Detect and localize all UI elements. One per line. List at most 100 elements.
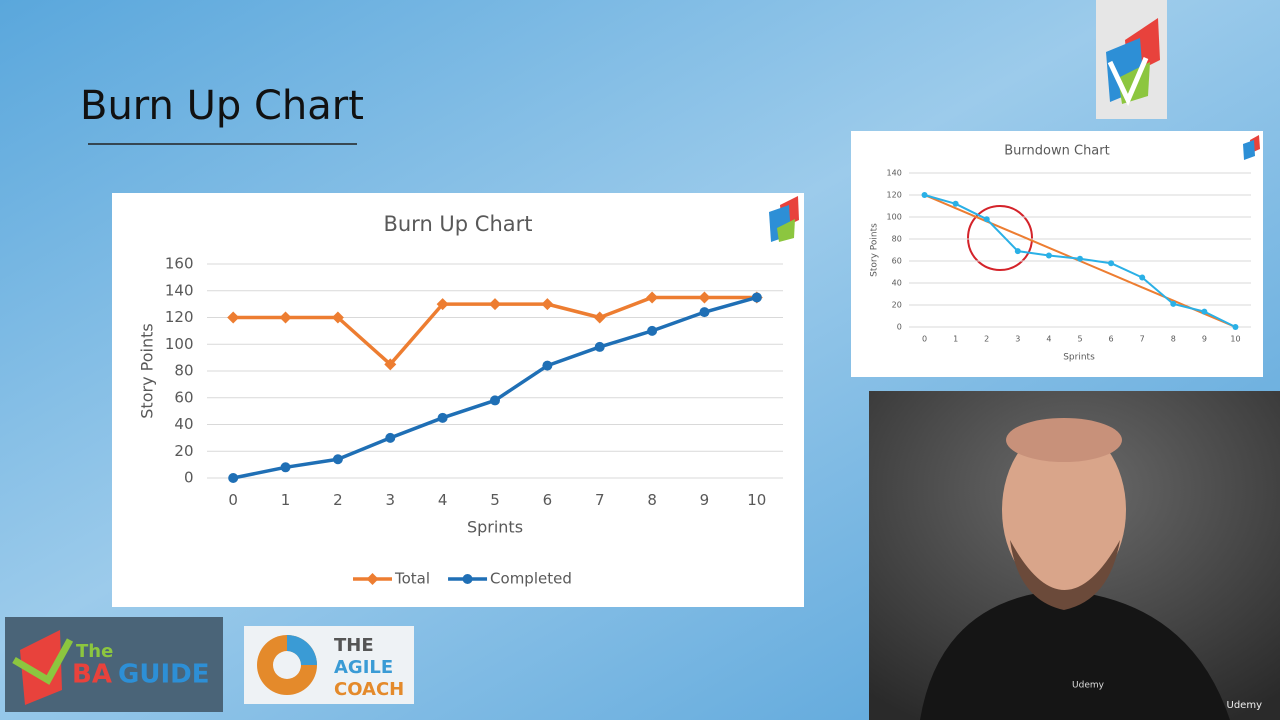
point [279, 311, 292, 324]
legend-label: Total [394, 570, 430, 588]
x-tick-label: 0 [922, 335, 927, 344]
y-axis-label: Story Points [138, 323, 157, 418]
chart-title: Burn Up Chart [383, 212, 532, 236]
point [1201, 308, 1208, 315]
point [541, 298, 554, 311]
point [227, 311, 240, 324]
y-tick-label: 0 [184, 469, 194, 487]
x-tick-label: 2 [984, 335, 989, 344]
point [385, 432, 396, 443]
y-tick-label: 20 [892, 301, 902, 310]
x-tick-label: 0 [228, 491, 238, 509]
point [983, 216, 990, 223]
y-tick-label: 40 [892, 279, 902, 288]
point [647, 325, 658, 336]
top-logo [1096, 0, 1167, 119]
y-tick-label: 100 [165, 335, 194, 353]
video-feed: Udemy Udemy [869, 391, 1280, 720]
point [1170, 300, 1177, 307]
chart-logo [1243, 135, 1260, 160]
x-tick-label: 1 [953, 335, 958, 344]
x-tick-label: 3 [1015, 335, 1020, 344]
chart-title: Burndown Chart [1004, 144, 1109, 159]
x-tick-label: 7 [595, 491, 605, 509]
point [594, 341, 605, 352]
point [1045, 252, 1052, 259]
point [437, 412, 448, 423]
chart-logo [769, 196, 799, 242]
point [921, 192, 928, 198]
y-tick-label: 80 [892, 235, 902, 244]
x-tick-label: 6 [543, 491, 553, 509]
y-tick-label: 0 [897, 323, 902, 332]
watermark: Udemy [1227, 700, 1263, 711]
point [646, 291, 659, 304]
logo-text: The [76, 641, 113, 662]
logo-text: GUIDE [118, 660, 209, 690]
y-tick-label: 120 [887, 191, 902, 200]
x-axis-label: Sprints [467, 518, 523, 537]
x-tick-label: 4 [438, 491, 448, 509]
y-tick-label: 100 [887, 213, 902, 222]
point [1139, 274, 1146, 281]
point [952, 200, 959, 207]
y-tick-label: 80 [174, 362, 193, 380]
point [280, 462, 291, 473]
x-tick-label: 6 [1109, 335, 1114, 344]
point [1014, 248, 1021, 255]
point [1108, 260, 1115, 267]
y-tick-label: 20 [174, 442, 193, 460]
x-tick-label: 8 [1171, 335, 1176, 344]
x-tick-label: 9 [700, 491, 710, 509]
point [699, 307, 710, 318]
point [331, 311, 344, 324]
agile-coach-logo: THE AGILE COACH [244, 626, 414, 704]
highlight-circle [967, 205, 1033, 271]
chart-panel [112, 193, 804, 607]
point [436, 298, 449, 311]
x-tick-label: 10 [1230, 335, 1240, 344]
ba-guide-logo: The BA GUIDE [5, 617, 223, 712]
x-tick-label: 3 [385, 491, 395, 509]
y-axis-label: Story Points [870, 223, 880, 277]
point [490, 395, 500, 406]
x-tick-label: 10 [747, 491, 766, 509]
point [1077, 255, 1083, 262]
x-tick-label: 5 [490, 491, 500, 509]
legend-marker [366, 573, 379, 585]
y-tick-label: 40 [174, 415, 193, 433]
point [542, 360, 553, 371]
x-tick-label: 9 [1202, 335, 1207, 344]
x-tick-label: 8 [647, 491, 657, 509]
point [384, 358, 397, 371]
x-tick-label: 1 [281, 491, 291, 509]
y-tick-label: 160 [165, 255, 194, 273]
point [698, 291, 711, 304]
logo-text: THE [334, 635, 374, 656]
legend-marker [462, 574, 473, 584]
point [1232, 324, 1239, 330]
slide-title: Burn Up Chart [80, 83, 364, 129]
x-tick-label: 5 [1077, 335, 1082, 344]
y-tick-label: 140 [165, 281, 194, 299]
y-tick-label: 60 [892, 257, 902, 266]
point [228, 473, 239, 483]
y-tick-label: 60 [174, 388, 193, 406]
logo-text: AGILE [334, 657, 393, 678]
y-tick-label: 120 [165, 308, 194, 326]
point [332, 454, 343, 465]
logo-text: BA [72, 660, 112, 690]
shirt-text: Udemy [1072, 681, 1105, 691]
chart-panel [851, 131, 1263, 377]
y-tick-label: 140 [887, 169, 902, 178]
point [593, 311, 606, 324]
x-tick-label: 7 [1140, 335, 1145, 344]
x-tick-label: 2 [333, 491, 343, 509]
x-tick-label: 4 [1046, 335, 1051, 344]
legend-label: Completed [490, 570, 572, 588]
x-axis-label: Sprints [1063, 353, 1095, 363]
logo-text: COACH [334, 679, 404, 700]
point [489, 298, 501, 311]
